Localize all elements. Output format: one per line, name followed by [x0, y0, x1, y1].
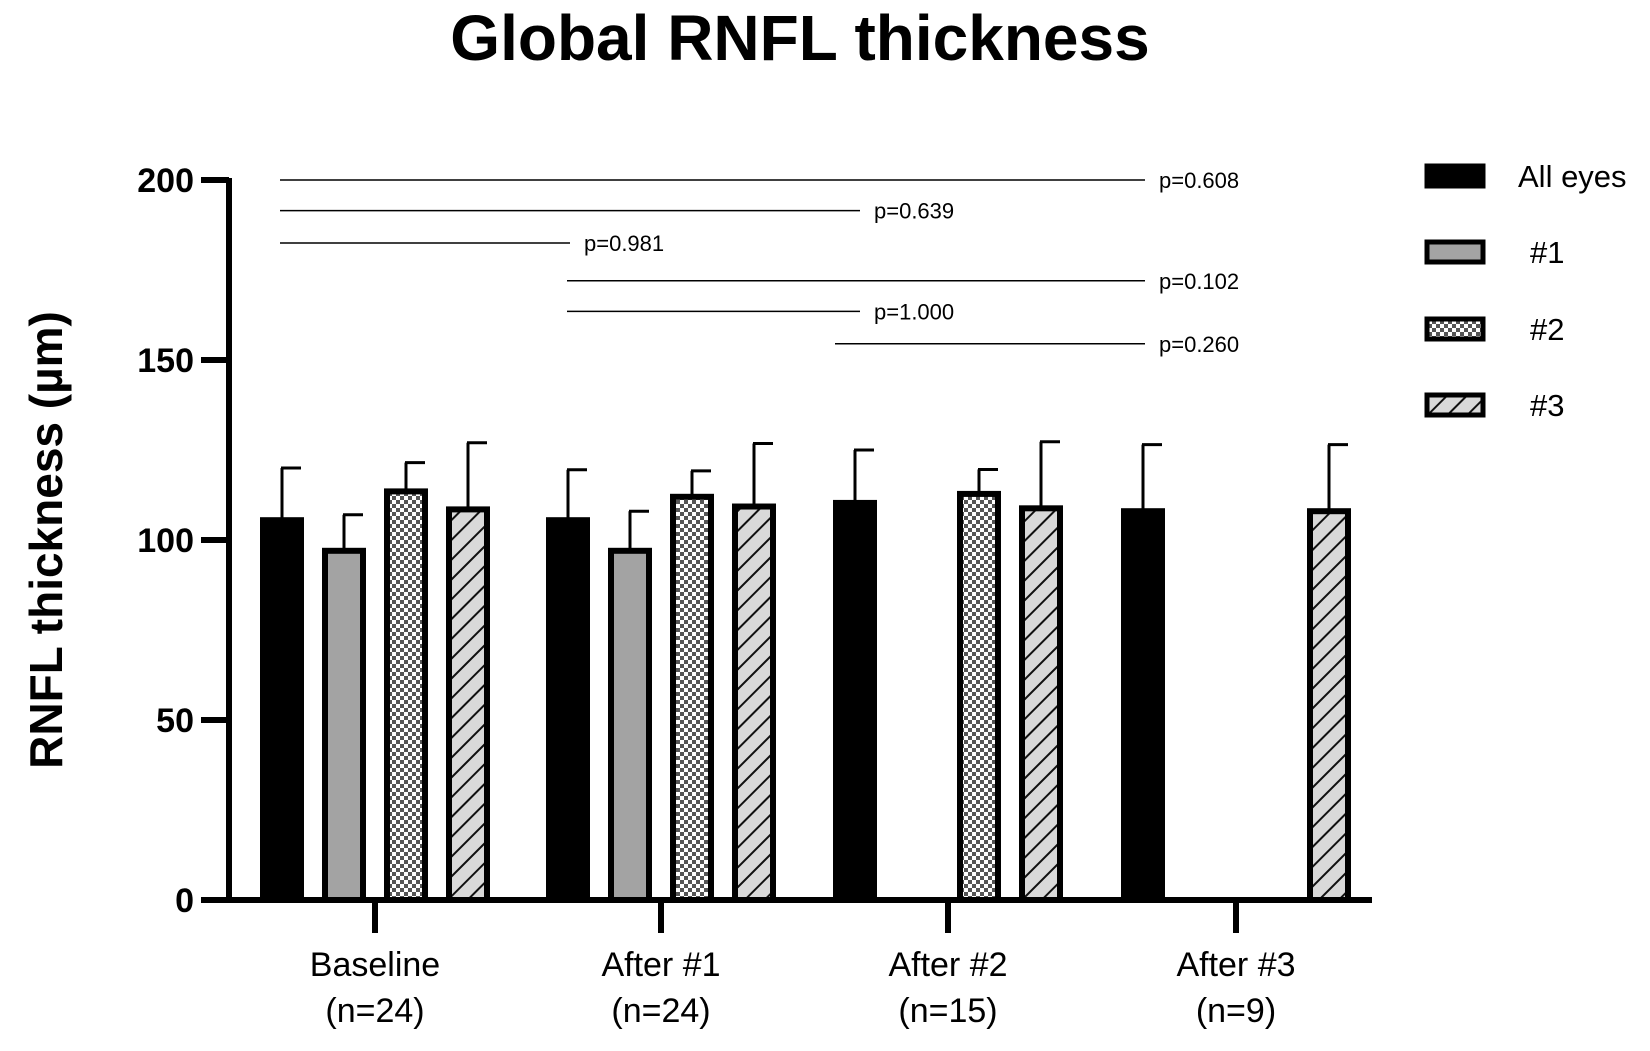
bar-2-2 [957, 490, 1001, 903]
p-value-label: p=0.608 [1159, 168, 1239, 193]
bar-alleyes-2 [833, 499, 877, 903]
legend-swatch [1424, 392, 1486, 418]
x-tick-label: After #1 [601, 946, 720, 984]
x-tick-label-n: (n=9) [1196, 992, 1276, 1030]
x-tick-label-n: (n=24) [611, 992, 710, 1030]
bar-alleyes-1 [546, 517, 590, 903]
p-value-label: p=0.981 [584, 231, 664, 256]
y-tick-label: 0 [175, 882, 194, 920]
chart-title: Global RNFL thickness [450, 2, 1149, 74]
bar-3-2 [1019, 505, 1063, 903]
x-tick-label-n: (n=15) [898, 992, 997, 1030]
p-value-label: p=0.260 [1159, 332, 1239, 357]
bar-alleyes-3 [1121, 508, 1165, 903]
p-value-label: p=1.000 [874, 299, 954, 324]
legend-label: #2 [1530, 312, 1564, 347]
bar-2-0 [384, 488, 428, 903]
legend-swatch [1424, 239, 1486, 265]
y-tick-label: 50 [156, 702, 194, 740]
bar-alleyes-0 [260, 517, 304, 903]
x-tick-label: Baseline [310, 946, 440, 984]
bar-3-3 [1307, 508, 1351, 903]
y-tick-label: 100 [137, 522, 194, 560]
plot-area: 0 50 100 150 200 Baseline (n=24) After #1 (n=24)… [137, 162, 1372, 1030]
bar-2-1 [670, 493, 714, 903]
y-axis-label: RNFL thickness (µm) [20, 311, 72, 769]
x-tick-label-n: (n=24) [325, 992, 424, 1030]
legend-swatch [1424, 316, 1486, 342]
bar-3-1 [732, 503, 776, 903]
legend-swatch [1424, 163, 1486, 189]
bar-3-0 [446, 506, 490, 903]
x-tick-label: After #2 [888, 946, 1007, 984]
y-tick-label: 150 [137, 342, 194, 380]
bar-1-1 [608, 547, 652, 903]
x-tick-label: After #3 [1176, 946, 1295, 984]
legend-label: #1 [1530, 235, 1564, 270]
legend-label: #3 [1530, 388, 1564, 423]
y-tick-label: 200 [137, 162, 194, 200]
p-value-label: p=0.639 [874, 199, 954, 224]
bar-1-0 [322, 547, 366, 903]
legend-label: All eyes [1518, 159, 1627, 194]
legend: All eyes #1 #2 #3 [1424, 159, 1627, 423]
p-value-label: p=0.102 [1159, 269, 1239, 294]
